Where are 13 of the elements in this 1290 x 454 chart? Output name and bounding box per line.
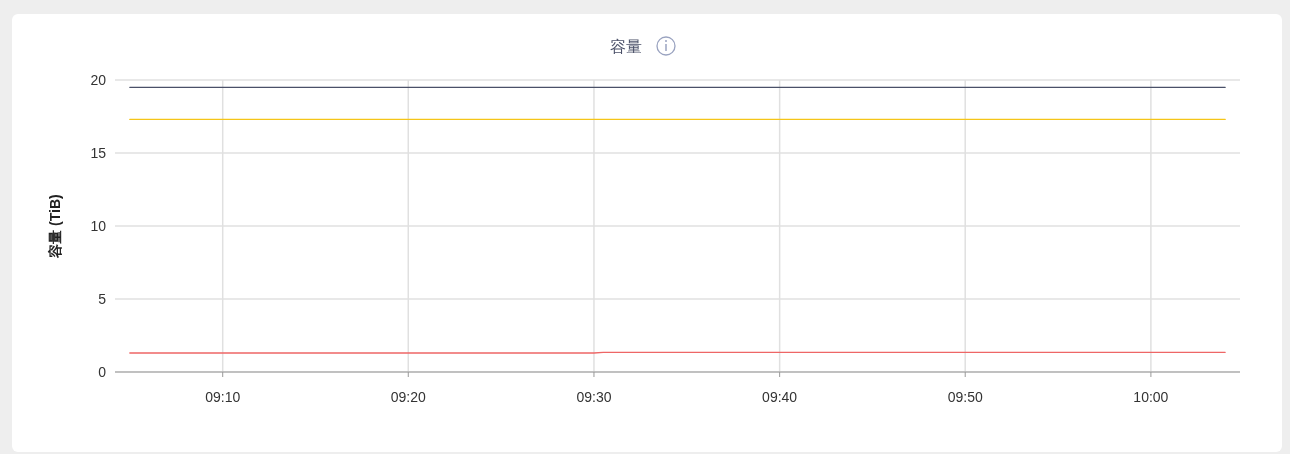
x-tick-label: 09:10	[205, 389, 241, 405]
y-axis-title: 容量 (TiB)	[47, 194, 63, 259]
x-tick-label: 09:40	[762, 389, 798, 405]
chart-title: 容量	[610, 38, 642, 55]
y-tick-label: 10	[90, 218, 107, 234]
x-tick-label: 10:00	[1133, 389, 1169, 405]
y-tick-label: 5	[98, 291, 107, 307]
x-tick-label: 09:30	[576, 389, 612, 405]
x-tick-label: 09:20	[390, 389, 426, 405]
y-tick-label: 0	[98, 364, 107, 380]
x-tick-label: 09:50	[947, 389, 983, 405]
y-tick-label: 20	[90, 72, 107, 88]
y-tick-label: 15	[90, 145, 107, 161]
